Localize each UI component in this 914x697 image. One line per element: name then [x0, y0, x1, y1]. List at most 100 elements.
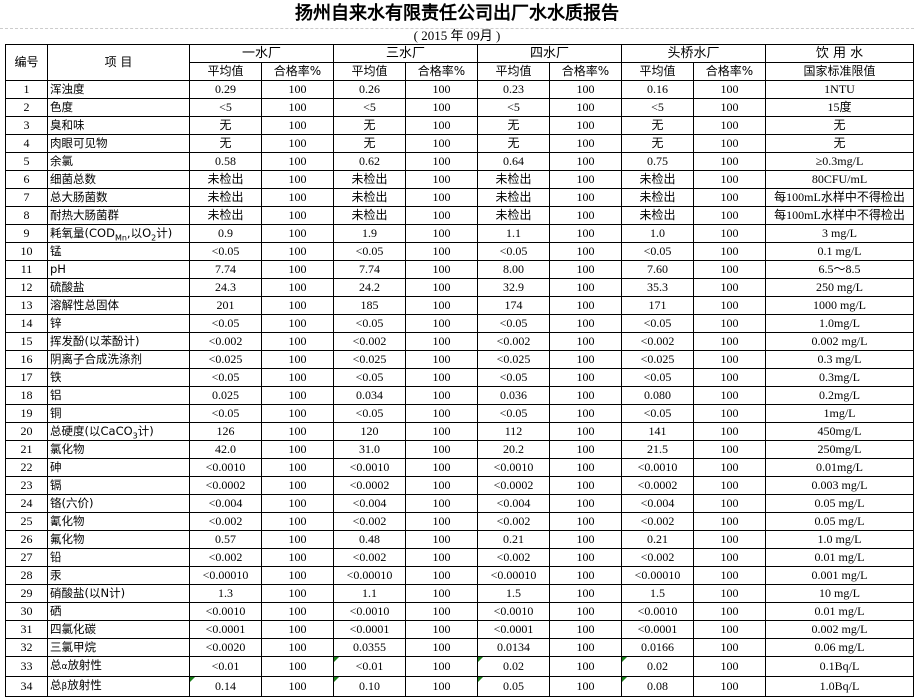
standard-limit: 10 mg/L — [765, 584, 914, 603]
table-row: 22 砷 <0.0010 100 <0.0010 100 <0.0010 100 <0.0010… — [5, 458, 914, 477]
average-value: <0.0020 — [189, 638, 262, 657]
pass-rate: 100 — [693, 260, 766, 279]
pass-rate: 100 — [693, 548, 766, 567]
row-number: 8 — [5, 206, 48, 225]
pass-rate: 100 — [693, 224, 766, 243]
item-name-part: 臭和味 — [50, 118, 85, 132]
pass-rate: 100 — [549, 638, 622, 657]
pass-rate: 100 — [693, 116, 766, 135]
standard-limit: 0.3mg/L — [765, 368, 914, 387]
average-value: 未检出 — [189, 170, 262, 189]
header-standard-top: 饮 用 水 — [765, 44, 914, 63]
average-value: 未检出 — [333, 170, 406, 189]
average-value: 0.0134 — [477, 638, 550, 657]
table-row: 26 氟化物 0.57 100 0.48 100 0.21 100 0.21 100 1.0 mg/… — [5, 530, 914, 549]
pass-rate: 100 — [261, 638, 334, 657]
average-value: <0.05 — [621, 368, 694, 387]
table-row: 17 铁 <0.05 100 <0.05 100 <0.05 100 <0.05 100 0.3mg… — [5, 368, 914, 387]
average-value: <0.05 — [189, 368, 262, 387]
pass-rate: 100 — [693, 332, 766, 351]
average-value: 未检出 — [621, 206, 694, 225]
standard-limit: 0.05 mg/L — [765, 494, 914, 513]
pass-rate: 100 — [693, 80, 766, 99]
standard-limit: 无 — [765, 116, 914, 135]
standard-limit: 0.01 mg/L — [765, 548, 914, 567]
pass-rate: 100 — [549, 602, 622, 621]
item-name-part: 耐热大肠菌群 — [50, 208, 119, 222]
average-value: 1.5 — [621, 584, 694, 603]
pass-rate: 100 — [261, 278, 334, 297]
average-value: 0.080 — [621, 386, 694, 405]
item-name-part: 氯化物 — [50, 442, 85, 456]
header-row-1: 编号 项 目 一水厂 三水厂 四水厂 头桥水厂 饮 用 水 — [5, 44, 914, 81]
pass-rate: 100 — [693, 188, 766, 207]
table-row: 14 锌 <0.05 100 <0.05 100 <0.05 100 <0.05 100 1.0mg… — [5, 314, 914, 333]
table-row: 1 浑浊度 0.29 100 0.26 100 0.23 100 0.16 100 1NTU — [5, 80, 914, 99]
pass-rate: 100 — [405, 584, 478, 603]
standard-limit: 250mg/L — [765, 440, 914, 459]
item-name: 铁 — [47, 368, 190, 387]
row-number: 31 — [5, 620, 48, 639]
item-name-part: 总硬度(以CaCO — [50, 424, 133, 438]
pass-rate: 100 — [261, 476, 334, 495]
average-value: 1.1 — [333, 584, 406, 603]
average-value: <0.00010 — [189, 566, 262, 585]
standard-limit: 0.05 mg/L — [765, 512, 914, 531]
item-name-part: 放射性 — [67, 658, 102, 672]
average-value: 1.0 — [621, 224, 694, 243]
table-row: 15 挥发酚(以苯酚计) <0.002 100 <0.002 100 <0.002 100 <0… — [5, 332, 914, 351]
average-value: 1.5 — [477, 584, 550, 603]
average-value: 7.60 — [621, 260, 694, 279]
pass-rate: 100 — [549, 386, 622, 405]
average-value: 无 — [621, 116, 694, 135]
pass-rate: 100 — [261, 152, 334, 171]
standard-limit: 0.002 mg/L — [765, 332, 914, 351]
item-name-part: 放射性 — [67, 678, 102, 692]
item-name: 锰 — [47, 242, 190, 261]
average-value: <0.002 — [333, 512, 406, 531]
pass-rate: 100 — [261, 332, 334, 351]
average-value: 8.00 — [477, 260, 550, 279]
average-value: <0.0001 — [333, 620, 406, 639]
table-row: 34 总β放射性 0.14 100 0.10 100 0.05 100 0.08 100 1.0Bq… — [5, 676, 914, 697]
table-row: 7 总大肠菌数 未检出 100 未检出 100 未检出 100 未检出 100 每100mL水样中不… — [5, 188, 914, 207]
standard-limit: 450mg/L — [765, 422, 914, 441]
average-value: 0.29 — [189, 80, 262, 99]
average-value: <0.0002 — [333, 476, 406, 495]
item-name-part: 硫酸盐 — [50, 280, 85, 294]
average-value: <0.05 — [621, 404, 694, 423]
item-name: 铜 — [47, 404, 190, 423]
row-number: 26 — [5, 530, 48, 549]
pass-rate: 100 — [405, 314, 478, 333]
row-number: 27 — [5, 548, 48, 567]
item-name-part: 铅 — [50, 550, 62, 564]
pass-rate: 100 — [261, 170, 334, 189]
item-name: 四氯化碳 — [47, 620, 190, 639]
pass-rate: 100 — [549, 404, 622, 423]
average-value: 未检出 — [621, 170, 694, 189]
row-number: 11 — [5, 260, 48, 279]
pass-rate: 100 — [261, 566, 334, 585]
pass-rate: 100 — [261, 98, 334, 117]
pass-rate: 100 — [261, 656, 334, 677]
average-value: 0.57 — [189, 530, 262, 549]
row-number: 10 — [5, 242, 48, 261]
average-value: <0.002 — [621, 512, 694, 531]
pass-rate: 100 — [405, 548, 478, 567]
average-value: <0.05 — [477, 314, 550, 333]
pass-rate: 100 — [693, 98, 766, 117]
pass-rate: 100 — [693, 350, 766, 369]
pass-rate: 100 — [549, 476, 622, 495]
row-number: 32 — [5, 638, 48, 657]
pass-rate: 100 — [261, 512, 334, 531]
pass-rate: 100 — [405, 242, 478, 261]
pass-rate: 100 — [549, 134, 622, 153]
average-value: <0.05 — [621, 314, 694, 333]
average-value: <0.002 — [477, 512, 550, 531]
average-value: 1.3 — [189, 584, 262, 603]
average-value: 未检出 — [477, 170, 550, 189]
item-name: 三氯甲烷 — [47, 638, 190, 657]
average-value: 112 — [477, 422, 550, 441]
average-value: 0.75 — [621, 152, 694, 171]
item-name-part: 铬(六价) — [50, 496, 94, 510]
